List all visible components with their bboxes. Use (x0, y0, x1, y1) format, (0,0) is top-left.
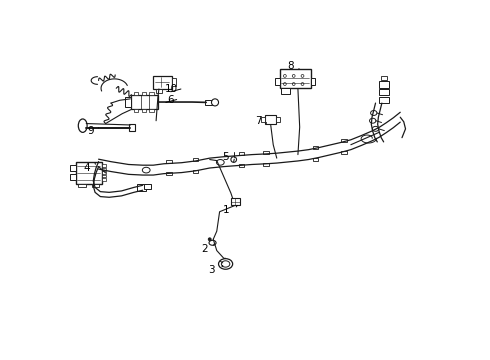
Ellipse shape (219, 259, 233, 269)
Bar (193, 158, 198, 161)
Circle shape (301, 83, 304, 85)
Bar (313, 146, 318, 149)
Bar (142, 109, 146, 112)
Text: 8: 8 (287, 62, 294, 71)
Bar (71, 174, 75, 180)
Bar (172, 78, 176, 86)
Circle shape (212, 99, 219, 106)
Text: 1: 1 (222, 205, 229, 215)
Bar (275, 78, 280, 85)
Ellipse shape (142, 167, 150, 173)
Text: 9: 9 (87, 126, 94, 136)
Bar (102, 171, 106, 174)
Bar (149, 109, 154, 112)
Bar (102, 175, 106, 177)
Bar (131, 95, 158, 109)
Bar (266, 116, 276, 124)
Bar (239, 153, 245, 155)
Bar (281, 88, 290, 94)
Bar (71, 165, 75, 171)
Text: 2: 2 (201, 244, 208, 254)
Ellipse shape (209, 240, 216, 245)
Bar (263, 151, 269, 153)
Bar (145, 184, 151, 189)
Circle shape (283, 75, 286, 77)
Circle shape (292, 83, 295, 85)
Bar (102, 178, 106, 181)
Bar (152, 76, 172, 89)
Text: 10: 10 (165, 84, 178, 94)
Text: 5: 5 (222, 152, 229, 162)
Ellipse shape (369, 118, 376, 123)
Bar (379, 89, 389, 95)
Bar (133, 92, 138, 95)
Bar (125, 98, 131, 107)
Bar (166, 172, 172, 175)
Bar (142, 92, 146, 95)
Ellipse shape (372, 126, 379, 131)
Ellipse shape (217, 159, 224, 165)
Bar (193, 170, 198, 173)
Bar (341, 139, 346, 142)
Bar (92, 184, 98, 187)
Bar (311, 78, 315, 85)
Text: 4: 4 (84, 163, 91, 173)
Bar (156, 89, 163, 93)
Bar (149, 92, 154, 95)
Bar (280, 69, 311, 88)
Circle shape (208, 238, 211, 241)
Bar (276, 117, 280, 122)
Bar (133, 109, 138, 112)
Ellipse shape (221, 261, 230, 267)
Bar (341, 152, 346, 154)
Bar (313, 158, 318, 161)
Bar (78, 184, 86, 187)
Bar (381, 76, 387, 80)
Bar (263, 163, 269, 166)
Circle shape (292, 75, 295, 77)
Bar (137, 184, 146, 191)
Ellipse shape (370, 111, 377, 116)
Bar (239, 165, 245, 167)
Bar (128, 123, 135, 131)
Bar (261, 117, 266, 122)
Text: 6: 6 (167, 95, 174, 104)
Circle shape (231, 157, 237, 162)
Circle shape (301, 75, 304, 77)
Bar (205, 100, 212, 105)
Bar (379, 81, 389, 87)
Bar (231, 198, 240, 206)
Bar (75, 162, 102, 184)
Text: 3: 3 (208, 265, 215, 275)
Ellipse shape (78, 119, 87, 132)
Bar (102, 164, 106, 167)
Bar (379, 97, 389, 103)
Text: 7: 7 (255, 116, 262, 126)
Circle shape (283, 83, 286, 85)
Bar (166, 160, 172, 163)
Bar (102, 168, 106, 170)
